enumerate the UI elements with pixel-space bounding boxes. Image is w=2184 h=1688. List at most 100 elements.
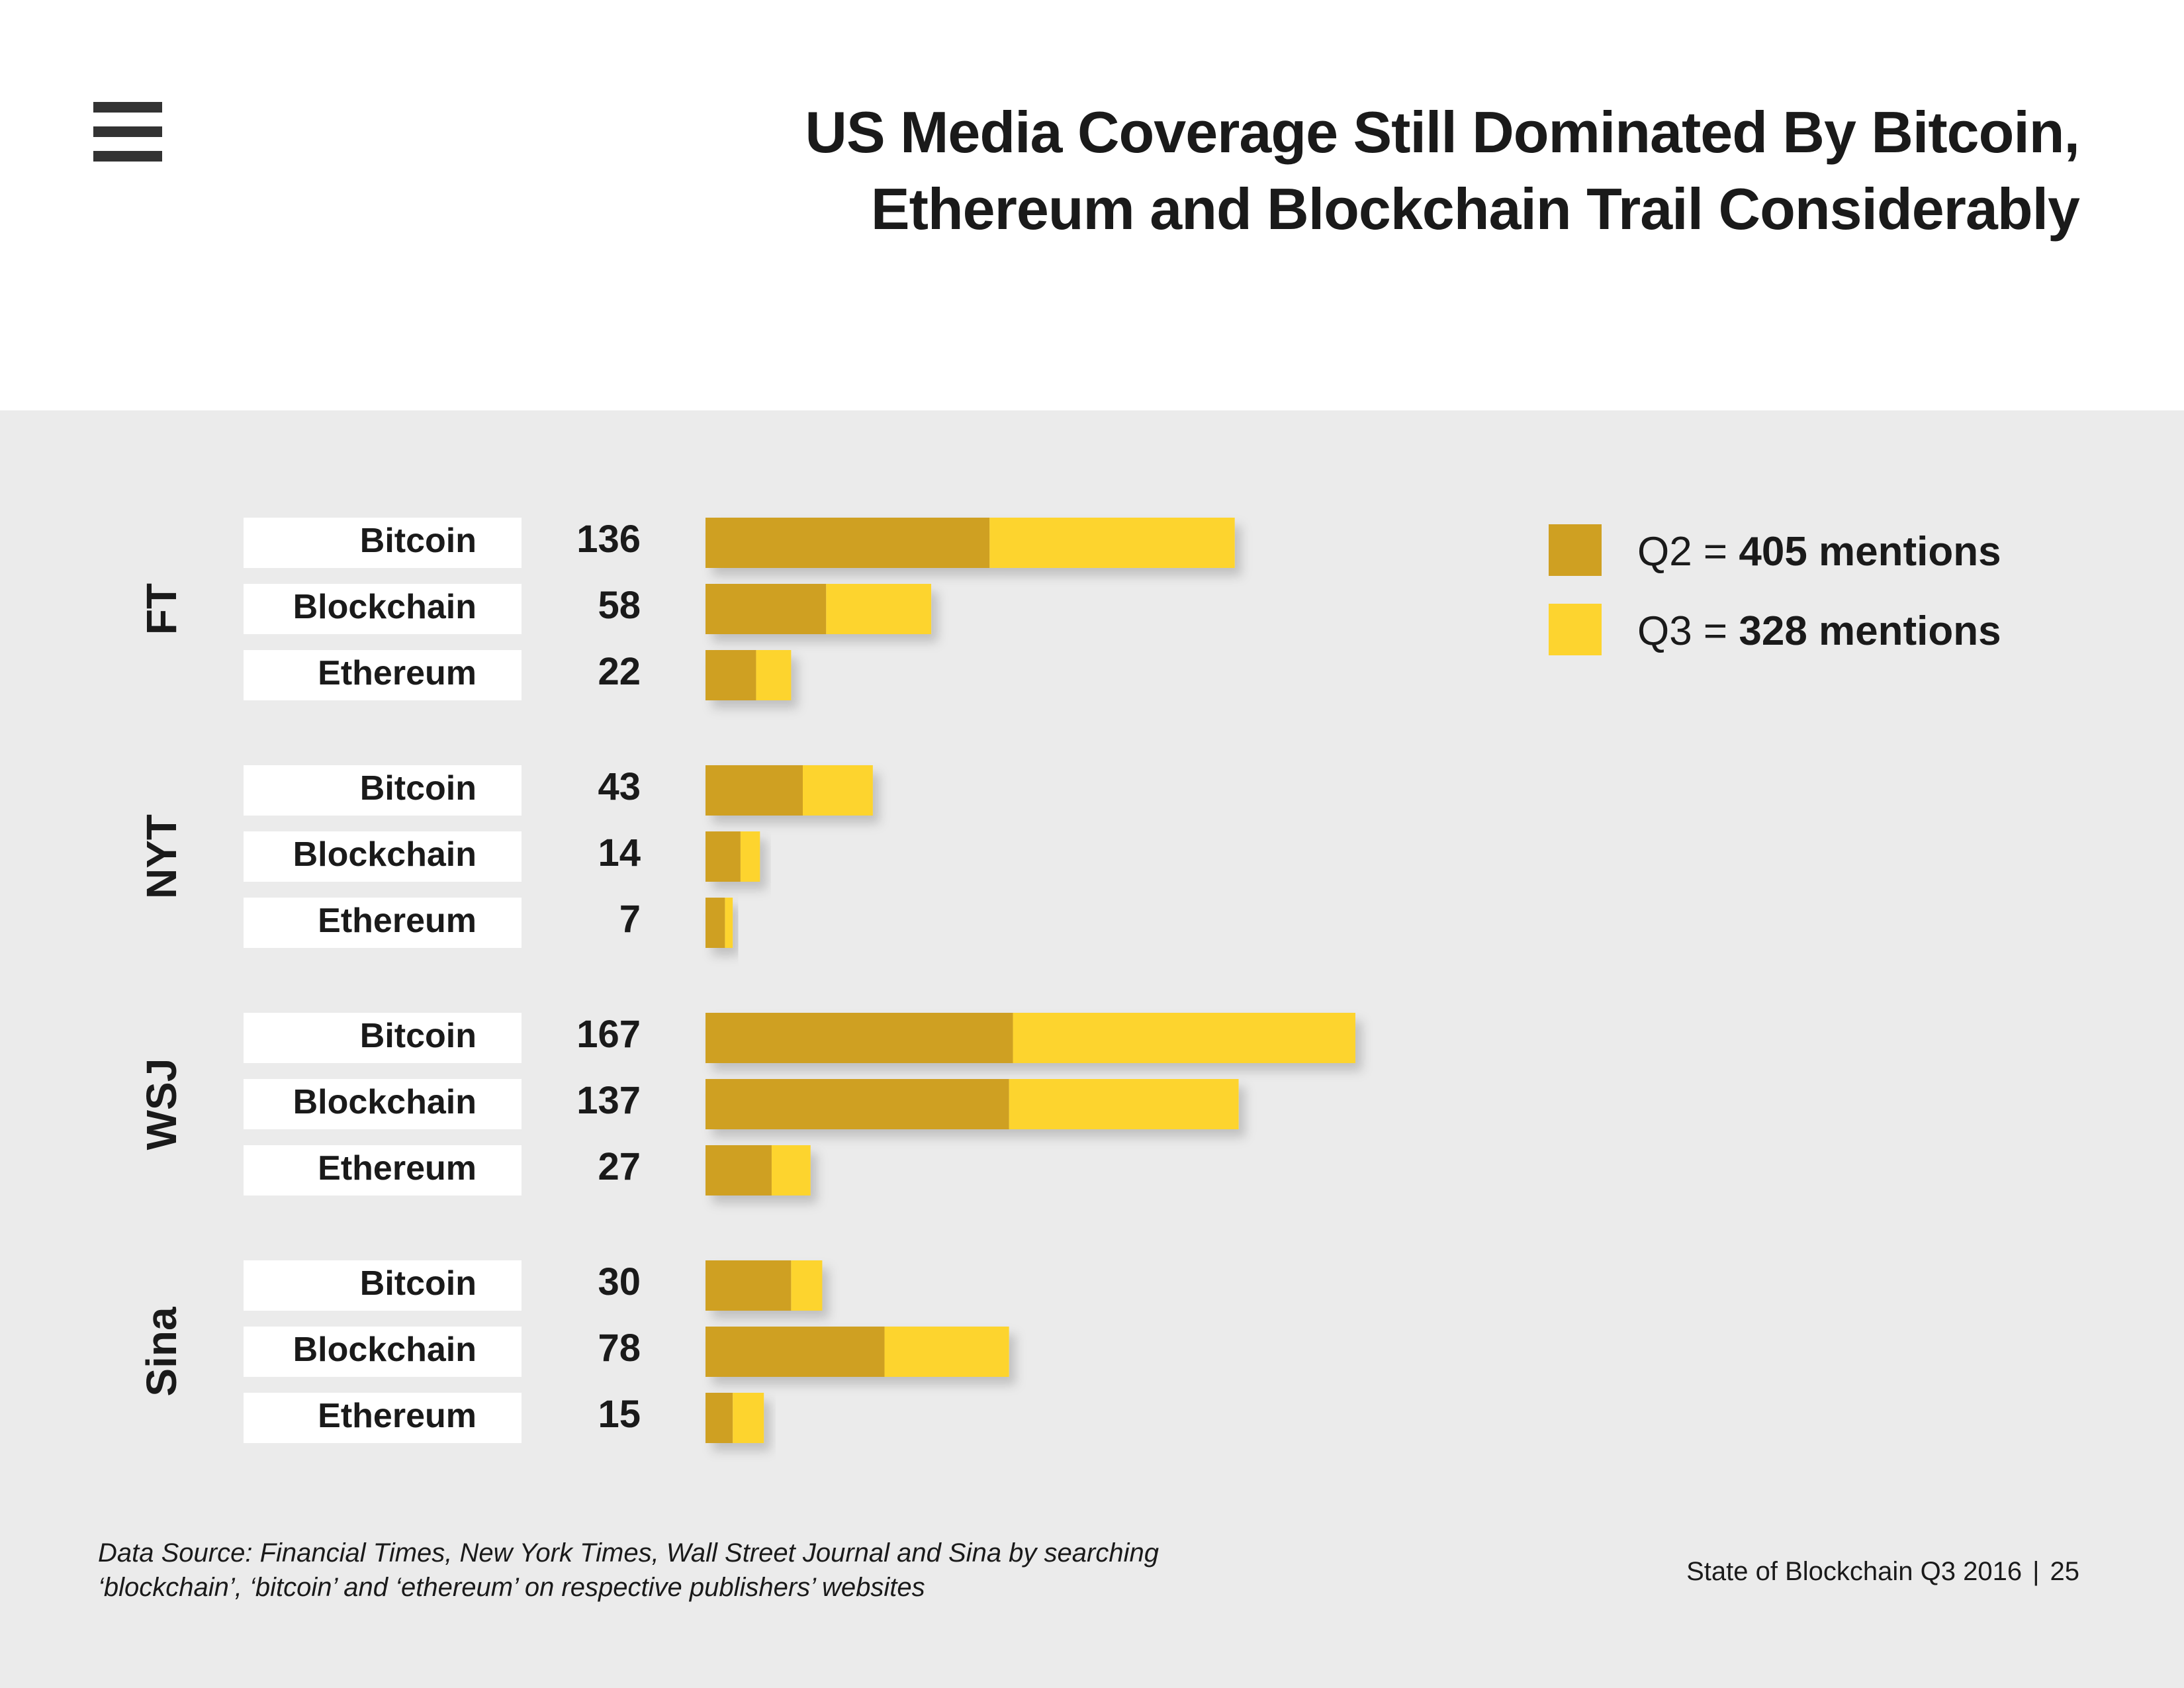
bar-segment-q2 [705, 765, 803, 816]
data-source-line-1: Data Source: Financial Times, New York T… [98, 1538, 1159, 1568]
stacked-bar [705, 518, 1235, 568]
category-label-box [244, 765, 522, 816]
total-value-label: 7 [619, 898, 641, 941]
hamburger-menu-icon[interactable] [93, 102, 162, 162]
stacked-bar [705, 831, 760, 882]
stacked-bar [705, 765, 873, 816]
stacked-bar [705, 1013, 1355, 1063]
bar-segment-q2 [705, 518, 990, 568]
category-label: Blockchain [293, 588, 477, 626]
category-label: Bitcoin [360, 1264, 477, 1303]
bar-segment-q3 [791, 1260, 823, 1311]
category-label-box [244, 1145, 522, 1196]
legend-swatch-q2 [1549, 524, 1602, 576]
menu-line [93, 151, 162, 162]
stacked-bar [705, 1145, 811, 1196]
legend-q2-value: 405 mentions [1739, 529, 2001, 575]
category-label: Ethereum [318, 1397, 477, 1435]
category-label-box [244, 1260, 522, 1311]
category-label: Bitcoin [360, 769, 477, 808]
bar-segment-q3 [740, 831, 760, 882]
category-label-box [244, 831, 522, 882]
title-line-2: Ethereum and Blockchain Trail Considerab… [870, 176, 2080, 242]
data-source-line-2: ‘blockchain’, ‘bitcoin’ and ‘ethereum’ o… [98, 1573, 925, 1602]
stacked-bar [705, 584, 932, 634]
total-value-label: 22 [598, 650, 641, 693]
category-label-box [244, 1327, 522, 1377]
group-label: FT [138, 583, 185, 635]
category-label-box [244, 1079, 522, 1129]
legend-label-q3: Q3 = 328 mentions [1637, 608, 2001, 654]
stacked-bar [705, 898, 733, 948]
legend: Q2 = 405 mentions Q3 = 328 mentions [1549, 524, 2001, 655]
total-value-label: 27 [598, 1145, 641, 1188]
total-value-label: 78 [598, 1327, 641, 1370]
category-label-box [244, 1013, 522, 1063]
page-footer: State of Blockchain Q3 2016 | 25 [1686, 1557, 2079, 1587]
bars-layer: FT Bitcoin 136 Blockchain 58 Ethereum 22 NYT Bit… [138, 518, 1355, 1443]
stacked-bar [705, 1260, 823, 1311]
category-label: Bitcoin [360, 522, 477, 560]
category-label-box [244, 650, 522, 700]
bar-segment-q3 [1013, 1013, 1355, 1063]
stacked-bar [705, 1393, 764, 1443]
category-label: Bitcoin [360, 1017, 477, 1055]
total-value-label: 137 [576, 1079, 641, 1122]
bar-segment-q2 [705, 1013, 1013, 1063]
bar-segment-q3 [725, 898, 733, 948]
bar-segment-q2 [705, 898, 725, 948]
bar-group-sina: Sina Bitcoin 30 Blockchain 78 Ethereum 15 [138, 1260, 1009, 1443]
legend-label-q2: Q2 = 405 mentions [1637, 529, 2001, 575]
group-label: Sina [138, 1307, 185, 1397]
media-coverage-chart: FT Bitcoin 136 Blockchain 58 Ethereum 22 NYT Bit… [138, 518, 2001, 1443]
legend-q2-prefix: Q2 = [1637, 529, 1739, 575]
total-value-label: 167 [576, 1013, 641, 1056]
bar-segment-q3 [1009, 1079, 1239, 1129]
category-label: Blockchain [293, 1331, 477, 1369]
total-value-label: 136 [576, 518, 641, 561]
group-label: WSJ [138, 1058, 185, 1150]
legend-q3-value: 328 mentions [1739, 608, 2001, 654]
bar-segment-q2 [705, 1393, 733, 1443]
category-label: Ethereum [318, 902, 477, 940]
total-value-label: 15 [598, 1393, 641, 1436]
category-label-box [244, 518, 522, 568]
bar-segment-q3 [756, 650, 792, 700]
bar-segment-q2 [705, 1260, 792, 1311]
total-value-label: 58 [598, 584, 641, 627]
legend-swatch-q3 [1549, 604, 1602, 655]
bar-segment-q2 [705, 1327, 885, 1377]
stacked-bar [705, 1079, 1239, 1129]
bar-group-wsj: WSJ Bitcoin 167 Blockchain 137 Ethereum 27 [138, 1013, 1355, 1196]
data-source-note: Data Source: Financial Times, New York T… [98, 1536, 1422, 1605]
bar-segment-q3 [771, 1145, 811, 1196]
publication-name: State of Blockchain Q3 2016 [1686, 1557, 2023, 1586]
bar-segment-q2 [705, 1145, 772, 1196]
bar-segment-q3 [884, 1327, 1009, 1377]
category-label-box [244, 898, 522, 948]
total-value-label: 14 [598, 831, 641, 874]
title-line-1: US Media Coverage Still Dominated By Bit… [805, 99, 2080, 165]
menu-line [93, 126, 162, 137]
chart-panel: FT Bitcoin 136 Blockchain 58 Ethereum 22 NYT Bit… [0, 410, 2184, 1688]
page-title: US Media Coverage Still Dominated By Bit… [491, 94, 2080, 248]
page-number: 25 [2050, 1557, 2080, 1586]
bar-segment-q3 [826, 584, 932, 634]
group-label: NYT [138, 814, 185, 899]
bar-segment-q2 [705, 1079, 1009, 1129]
bar-group-ft: FT Bitcoin 136 Blockchain 58 Ethereum 22 [138, 518, 1235, 700]
legend-q3-prefix: Q3 = [1637, 608, 1739, 654]
footer-separator: | [2032, 1557, 2040, 1586]
bar-segment-q2 [705, 831, 741, 882]
category-label: Blockchain [293, 1083, 477, 1121]
stacked-bar [705, 650, 792, 700]
bar-segment-q3 [733, 1393, 764, 1443]
bar-segment-q2 [705, 650, 756, 700]
bar-segment-q3 [803, 765, 873, 816]
category-label-box [244, 1393, 522, 1443]
category-label: Ethereum [318, 1149, 477, 1188]
category-label: Ethereum [318, 654, 477, 692]
stacked-bar [705, 1327, 1009, 1377]
menu-line [93, 102, 162, 113]
bar-group-nyt: NYT Bitcoin 43 Blockchain 14 Ethereum 7 [138, 765, 873, 948]
